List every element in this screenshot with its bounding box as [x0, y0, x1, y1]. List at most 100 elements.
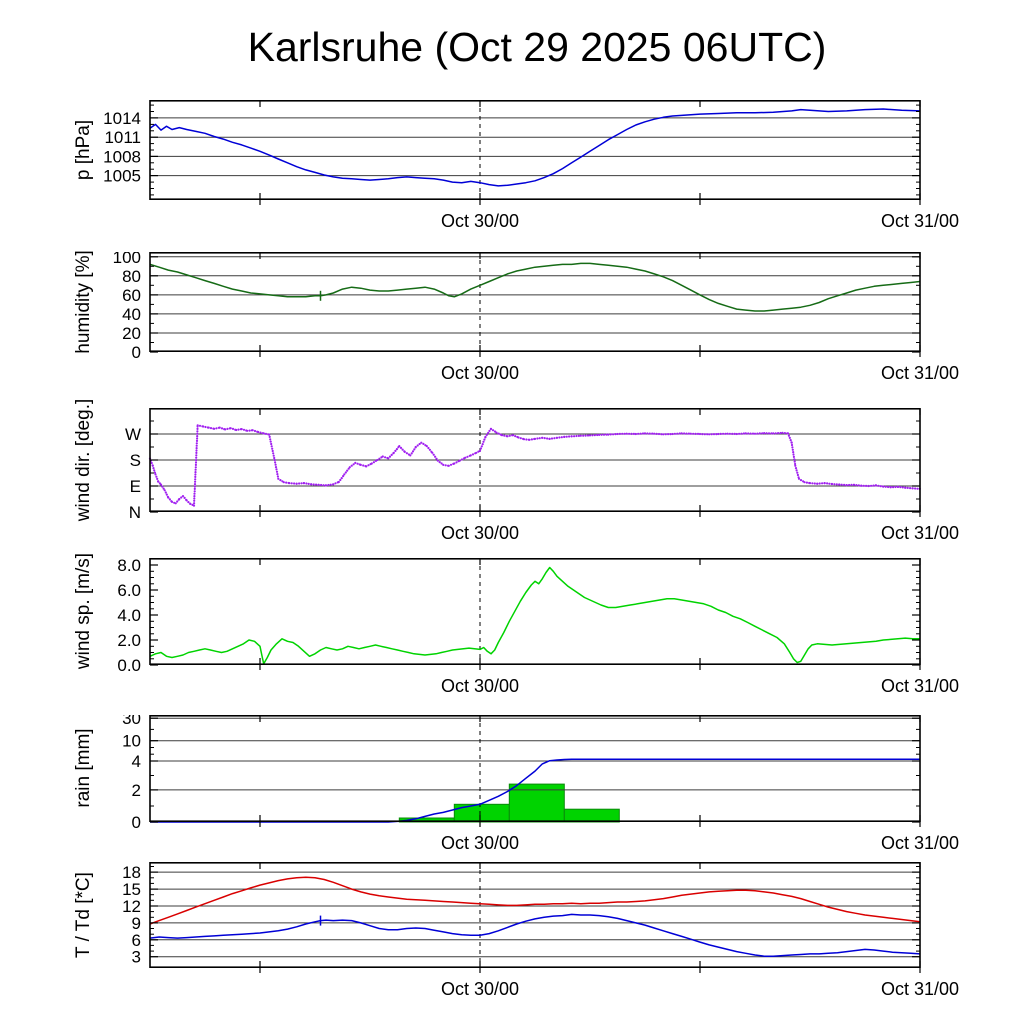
wind-direction-dot [270, 445, 273, 448]
wind-direction-dot [870, 484, 873, 487]
wind-speed-line [149, 566, 920, 665]
wind-direction-dot [401, 448, 404, 451]
wind-direction-dot [482, 440, 485, 443]
wind-direction-dot [712, 433, 716, 436]
wind-direction-dot [582, 434, 585, 437]
plot-border [149, 558, 921, 666]
wind-direction-dot [163, 489, 166, 492]
wind-direction-dot [346, 469, 349, 472]
wind-direction-dot [193, 490, 196, 493]
y-tick-label: 1011 [104, 128, 141, 147]
y-tick-label: 2.0 [117, 631, 141, 650]
wind-direction-dot [676, 432, 679, 435]
wind-direction-dot [480, 445, 483, 448]
wind-direction-dot [605, 433, 608, 436]
wind-direction-dot [612, 433, 615, 436]
wind-direction-dot [272, 452, 275, 455]
wind-direction-dot [194, 468, 197, 471]
wind-direction-dot [194, 478, 197, 481]
wind-direction-dot [553, 437, 556, 440]
wind-direction-dot [365, 465, 368, 468]
wind-direction-dot [901, 486, 904, 489]
wind-direction-dot [525, 438, 528, 441]
wind-direction-dot [793, 460, 796, 463]
wind-direction-dot [794, 464, 797, 467]
wind-direction-dot [683, 432, 686, 435]
wind-direction-dot [394, 449, 397, 452]
wind-direction-dot [865, 484, 868, 487]
wind-direction-dot [816, 482, 819, 485]
wind-direction-dot [911, 487, 914, 490]
wind-direction-dot [708, 433, 711, 436]
wind-direction-dot [628, 432, 631, 435]
wind-direction-dot [436, 459, 439, 462]
wind-direction-dot [176, 500, 179, 503]
wind-direction-dot [444, 464, 447, 467]
wind-direction-dot [791, 448, 794, 451]
wind-direction-dot [850, 483, 853, 486]
wind-direction-dot [413, 448, 416, 451]
wind-direction-dot [196, 435, 199, 438]
wind-direction-dot [317, 483, 320, 486]
wind-direction-dot [487, 431, 490, 434]
wind-direction-dot [570, 435, 573, 438]
wind-direction-dot [359, 463, 362, 466]
wind-direction-dot [431, 451, 434, 454]
wind-direction-dot [229, 427, 232, 430]
wind-direction-dot [843, 483, 846, 486]
wind-direction-dot [276, 473, 279, 476]
wind-direction-dot [522, 438, 526, 441]
wind-direction-dot [742, 432, 746, 435]
wind-direction-dot [747, 432, 750, 435]
y-tick-label: 1014 [103, 109, 141, 128]
wind-direction-dot [378, 457, 381, 460]
wind-direction-dot [789, 439, 792, 442]
wind-direction-dot [274, 466, 278, 469]
wind-direction-dot [395, 448, 398, 451]
wind-direction-dot [178, 497, 181, 501]
wind-direction-dot [678, 432, 681, 435]
wind-direction-dot [797, 477, 801, 480]
wind-direction-dot [528, 438, 531, 441]
wind-direction-dot [272, 454, 275, 457]
wind-direction-dot [497, 432, 500, 435]
y-tick-label: 8.0 [117, 558, 141, 575]
wind-direction-dot [833, 483, 836, 486]
wind-direction-dot [231, 427, 235, 430]
wind-direction-dot [648, 432, 651, 435]
wind-direction-dot [340, 477, 343, 480]
y-tick-label: 100 [113, 252, 141, 267]
wind-direction-dot [192, 504, 196, 507]
wind-direction-dot [793, 458, 796, 461]
wind-direction-dot [428, 448, 431, 451]
wind-direction-dot [609, 433, 612, 436]
wind-direction-dot [348, 466, 351, 469]
wind-direction-dot [811, 482, 814, 485]
wind-direction-dot [195, 442, 198, 445]
wind-direction-dot [434, 455, 437, 458]
wind-direction-dot [152, 467, 155, 470]
wind-direction-dot [372, 461, 375, 464]
wind-direction-dot [235, 428, 238, 432]
wind-direction-dot [196, 427, 199, 430]
wind-direction-dot [646, 432, 649, 435]
wind-direction-dot [195, 456, 198, 459]
x-tick-label: Oct 30/00 [441, 211, 519, 231]
y-tick-label: 18 [122, 863, 141, 882]
wind-direction-dot [207, 426, 210, 429]
wind-direction-dot [790, 441, 793, 444]
wind-speed-chart: 0.0 2.0 4.0 6.0 8.0 Oct 30/00 Oct 31/00 [117, 558, 959, 696]
wind-direction-dot [830, 482, 834, 486]
wind-direction-dot [862, 484, 865, 487]
wind-direction-dot [756, 432, 759, 435]
wind-direction-dot [726, 432, 729, 435]
wind-direction-dot [568, 435, 571, 438]
wind-direction-dot [685, 432, 688, 435]
wind-direction-dot [909, 487, 912, 490]
wind-direction-dot [196, 437, 199, 440]
wind-direction-dot [698, 432, 702, 436]
wind-direction-dot [165, 493, 168, 496]
wind-direction-dot [447, 464, 450, 467]
y-tick-label: 2 [132, 781, 141, 800]
